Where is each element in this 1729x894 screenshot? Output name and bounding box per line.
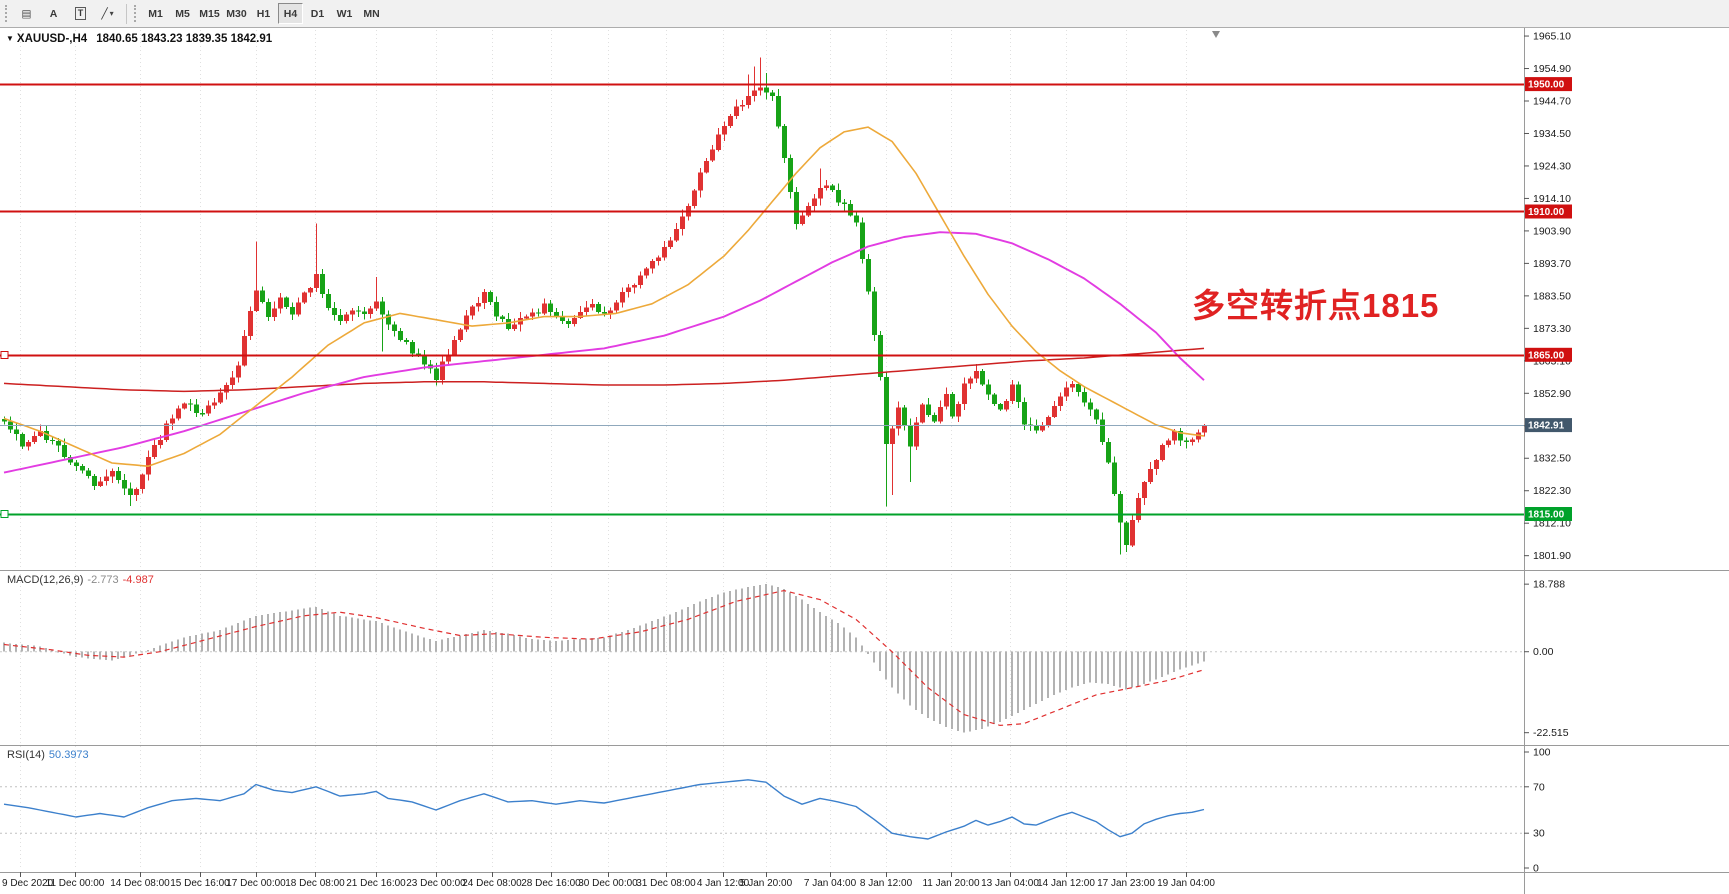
svg-text:24 Dec 08:00: 24 Dec 08:00 (462, 878, 522, 889)
svg-text:70: 70 (1533, 781, 1545, 793)
pane-separators[interactable] (0, 28, 1729, 894)
horizontal-levels[interactable] (0, 83, 1524, 518)
svg-text:19 Jan 04:00: 19 Jan 04:00 (1157, 878, 1215, 889)
timeframe-button-group: M1 M5 M15 M30 H1 H4 D1 W1 MN (142, 3, 385, 24)
svg-text:0.00: 0.00 (1533, 646, 1554, 658)
svg-text:7 Jan 04:00: 7 Jan 04:00 (804, 878, 857, 889)
svg-text:1815.00: 1815.00 (1528, 509, 1565, 520)
svg-text:17 Dec 00:00: 17 Dec 00:00 (226, 878, 286, 889)
price-axis[interactable]: 1965.10 1954.90 1944.70 1934.50 1924.30 1914.… (1524, 31, 1571, 563)
svg-text:13 Jan 04:00: 13 Jan 04:00 (981, 878, 1039, 889)
timeframe-button-w1[interactable]: W1 (336, 7, 353, 20)
svg-text:1842.91: 1842.91 (1528, 421, 1565, 432)
svg-text:23 Dec 00:00: 23 Dec 00:00 (406, 878, 466, 889)
price-tags: 1950.00 1910.00 1865.00 1815.00 1842.91 (1525, 77, 1572, 521)
svg-text:1954.90: 1954.90 (1533, 63, 1571, 75)
rsi-line (3, 779, 1205, 840)
svg-text:1852.90: 1852.90 (1533, 388, 1571, 400)
svg-text:31 Dec 08:00: 31 Dec 08:00 (636, 878, 696, 889)
macd-axis[interactable]: 18.788 0.00 -22.515 (1524, 579, 1569, 740)
svg-text:1873.30: 1873.30 (1533, 323, 1571, 335)
text-frame-icon-button[interactable]: T (68, 3, 93, 24)
timeframe-button-h4[interactable]: H4 (278, 3, 303, 24)
ma-fast-orange (3, 126, 1205, 468)
svg-text:1910.00: 1910.00 (1528, 207, 1565, 218)
svg-text:21 Dec 16:00: 21 Dec 16:00 (346, 878, 406, 889)
svg-text:1893.70: 1893.70 (1533, 258, 1571, 270)
svg-text:1944.70: 1944.70 (1533, 96, 1571, 108)
timeframe-button-h1[interactable]: H1 (256, 7, 271, 20)
timeframe-button-m5[interactable]: M5 (175, 7, 190, 20)
svg-text:14 Jan 12:00: 14 Jan 12:00 (1037, 878, 1095, 889)
text-frame-icon: T (74, 7, 87, 20)
svg-text:11 Jan 20:00: 11 Jan 20:00 (922, 878, 980, 889)
svg-text:15 Dec 16:00: 15 Dec 16:00 (170, 878, 230, 889)
svg-text:1801.90: 1801.90 (1533, 550, 1571, 562)
timeframe-toolbar-grip[interactable] (134, 5, 138, 22)
timeframe-button-m1[interactable]: M1 (148, 7, 163, 20)
macd-signal-line (3, 589, 1205, 727)
svg-text:8 Jan 12:00: 8 Jan 12:00 (860, 878, 913, 889)
new-chart-icon: ▤ (21, 7, 32, 20)
svg-text:1914.10: 1914.10 (1533, 193, 1571, 205)
ma-mid-magenta (3, 231, 1205, 474)
draw-line-icon-button[interactable]: ╱ ▾ (95, 3, 120, 24)
svg-text:18.788: 18.788 (1533, 579, 1565, 591)
svg-text:1903.90: 1903.90 (1533, 225, 1571, 237)
text-a-icon-button[interactable]: A (41, 3, 66, 24)
svg-text:5 Jan 20:00: 5 Jan 20:00 (740, 878, 793, 889)
new-chart-icon-button[interactable]: ▤ (14, 3, 39, 24)
toolbar-separator (126, 3, 127, 24)
dropdown-caret-icon: ▾ (109, 9, 114, 18)
svg-text:4 Jan 12:00: 4 Jan 12:00 (697, 878, 750, 889)
text-a-icon: A (49, 7, 58, 20)
svg-text:1965.10: 1965.10 (1533, 31, 1571, 43)
ma-slow-red (3, 347, 1205, 393)
svg-text:1934.50: 1934.50 (1533, 128, 1571, 140)
svg-text:1865.00: 1865.00 (1528, 350, 1565, 361)
toolbar-icon-group: ▤ A T ╱ ▾ (13, 3, 121, 24)
svg-text:1822.30: 1822.30 (1533, 485, 1571, 497)
rsi-level-lines (0, 786, 1524, 834)
timeframe-button-m30[interactable]: M30 (226, 7, 247, 20)
toolbar: ▤ A T ╱ ▾ M1 M5 M15 M30 H1 H4 D1 W1 MN (0, 0, 1729, 28)
draw-line-icon: ╱ (101, 7, 108, 20)
svg-text:-22.515: -22.515 (1533, 727, 1569, 739)
svg-text:1832.50: 1832.50 (1533, 453, 1571, 465)
rsi-axis[interactable]: 100 70 30 0 (1524, 747, 1551, 875)
svg-text:14 Dec 08:00: 14 Dec 08:00 (110, 878, 170, 889)
svg-text:1883.50: 1883.50 (1533, 290, 1571, 302)
time-gridlines (20, 30, 1187, 870)
svg-text:30 Dec 00:00: 30 Dec 00:00 (578, 878, 638, 889)
timeframe-button-d1[interactable]: D1 (310, 7, 325, 20)
macd-histogram (3, 584, 1205, 733)
svg-text:28 Dec 16:00: 28 Dec 16:00 (521, 878, 581, 889)
toolbar-grip[interactable] (5, 5, 9, 22)
svg-text:1950.00: 1950.00 (1528, 80, 1565, 91)
candlestick-series[interactable] (2, 57, 1207, 555)
svg-text:30: 30 (1533, 828, 1545, 840)
svg-text:9 Dec 2020: 9 Dec 2020 (2, 878, 54, 889)
timeframe-button-m15[interactable]: M15 (199, 7, 220, 20)
svg-text:100: 100 (1533, 747, 1551, 759)
chart-shift-marker-icon[interactable] (1212, 31, 1220, 38)
svg-text:11 Dec 00:00: 11 Dec 00:00 (46, 878, 105, 889)
svg-text:1924.30: 1924.30 (1533, 160, 1571, 172)
timeframe-button-mn[interactable]: MN (363, 7, 380, 20)
svg-text:0: 0 (1533, 863, 1539, 875)
svg-text:17 Jan 23:00: 17 Jan 23:00 (1097, 878, 1155, 889)
svg-text:18 Dec 08:00: 18 Dec 08:00 (285, 878, 345, 889)
